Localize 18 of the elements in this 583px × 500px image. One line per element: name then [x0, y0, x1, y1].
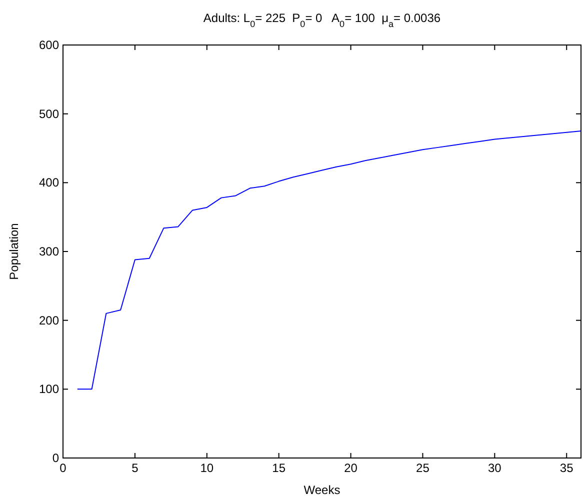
chart-title: Adults: L$_{0}$= 225 P$_{0}$= 0 A$_{0}$= 100 μ$_{a}$= 0.0036 [203, 11, 441, 29]
y-tick-label: 600 [38, 38, 60, 52]
x-tick-label: 35 [560, 461, 574, 475]
y-tick-label: 0 [52, 451, 60, 465]
y-tick-label: 500 [38, 106, 60, 121]
x-tick-label: 10 [200, 461, 214, 475]
x-tick-label: 20 [344, 461, 358, 475]
x-tick-label: 30 [488, 461, 502, 475]
y-tick-label: 400 [38, 176, 60, 190]
line-series [76, 130, 582, 390]
x-tick-label: 25 [416, 461, 430, 475]
y-tick-label: 300 [38, 244, 60, 258]
y-tick-label: 200 [38, 313, 60, 328]
x-tick-label: 15 [272, 461, 286, 475]
y-tick-label: 100 [38, 382, 60, 396]
x-tick-label: 5 [132, 461, 139, 475]
x-axis-title: Weeks [304, 483, 340, 497]
y-axis-title: Population [7, 223, 21, 280]
